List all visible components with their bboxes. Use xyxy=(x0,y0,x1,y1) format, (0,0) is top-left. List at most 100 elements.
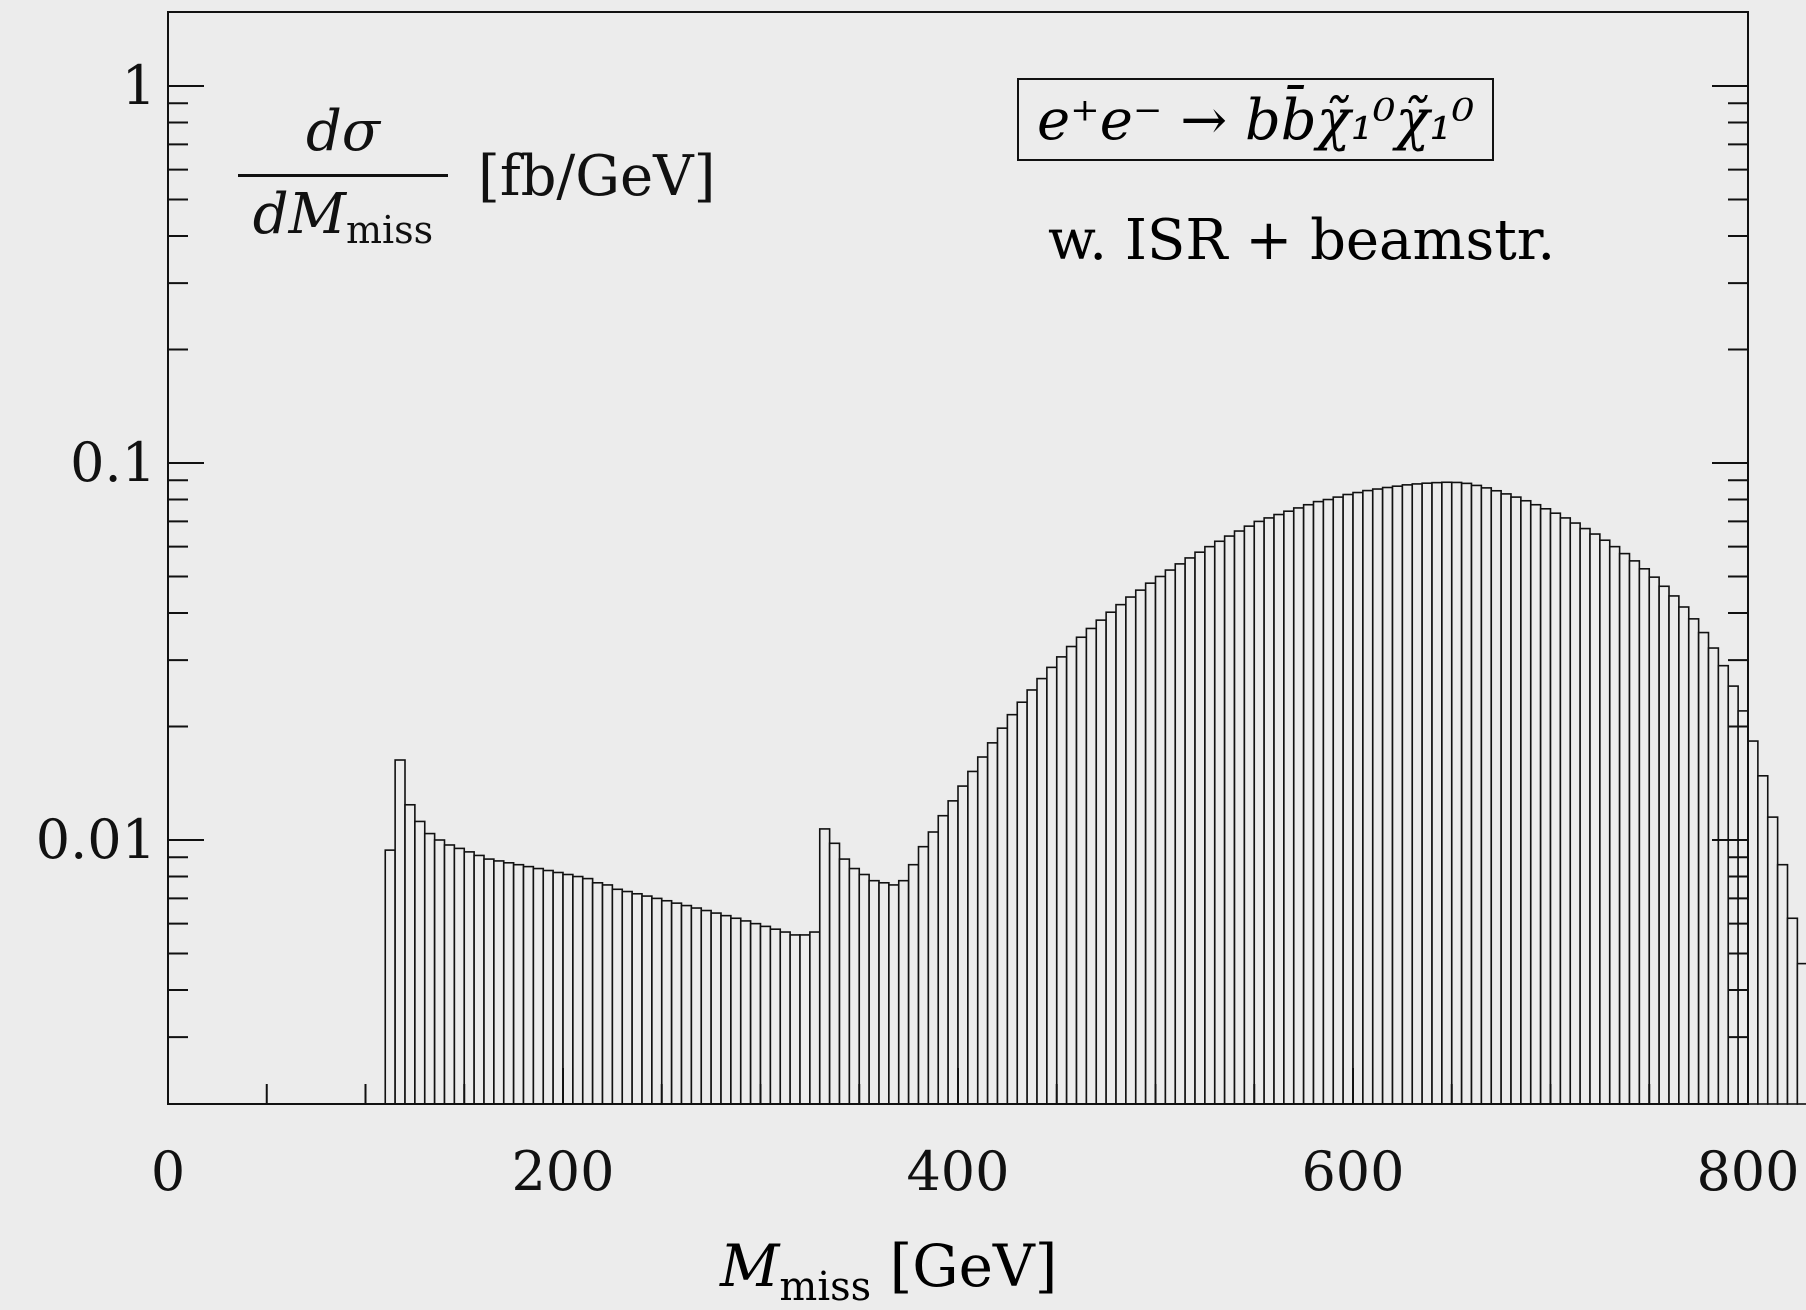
fraction-bar xyxy=(238,174,448,177)
histogram-bar xyxy=(631,892,643,1105)
histogram-bar xyxy=(1144,582,1157,1105)
histogram-bar xyxy=(562,873,574,1105)
histogram-bar xyxy=(1342,493,1354,1105)
histogram-bar xyxy=(1569,522,1581,1105)
y-axis-label-denominator: dMmiss xyxy=(238,183,448,262)
histogram-bar xyxy=(700,909,712,1105)
histogram-bar xyxy=(1450,481,1463,1105)
histogram-bar xyxy=(1125,596,1137,1105)
histogram-bar xyxy=(522,865,535,1105)
histogram-bar xyxy=(552,871,564,1105)
histogram-bar xyxy=(1065,645,1078,1105)
histogram-bar xyxy=(710,912,722,1105)
histogram-bar xyxy=(868,879,880,1105)
histogram-bar xyxy=(1638,568,1651,1105)
histogram-bar xyxy=(1184,557,1196,1105)
y-tick-label: 0.1 xyxy=(70,431,156,494)
histogram-bar xyxy=(1618,552,1631,1105)
histogram-bar xyxy=(1006,713,1019,1105)
histogram-bar xyxy=(1421,482,1433,1105)
histogram-bar xyxy=(1174,563,1186,1105)
histogram-bar xyxy=(1707,647,1720,1105)
histogram-bar xyxy=(1115,603,1127,1105)
histogram-bar xyxy=(611,888,624,1105)
histogram-bar xyxy=(749,922,762,1105)
y-tick-label: 0.01 xyxy=(36,808,156,871)
histogram-bar xyxy=(1164,569,1177,1105)
x-tick-label: 400 xyxy=(906,1140,1009,1203)
histogram-bar xyxy=(1055,656,1068,1105)
histogram-bar xyxy=(1697,631,1710,1105)
histogram-bar xyxy=(907,863,920,1105)
histogram-bar xyxy=(1362,489,1374,1105)
histogram-bar xyxy=(1500,493,1512,1105)
histogram-bar xyxy=(838,858,851,1105)
histogram-bar xyxy=(443,844,456,1105)
histogram-bar xyxy=(532,867,545,1105)
histogram-bar xyxy=(473,854,485,1105)
histogram-bar xyxy=(759,925,772,1105)
histogram-bar xyxy=(1687,618,1700,1105)
x-tick-label: 600 xyxy=(1301,1140,1404,1203)
histogram-bar xyxy=(493,860,505,1105)
x-axis-label-var: M xyxy=(720,1232,780,1300)
histogram-bar xyxy=(384,849,396,1105)
histogram-bar xyxy=(996,727,1009,1105)
histogram-bar xyxy=(404,803,416,1105)
histogram-bar xyxy=(1352,491,1364,1105)
histogram-bar xyxy=(858,873,870,1105)
histogram-bar xyxy=(1046,666,1058,1105)
histogram-bar xyxy=(670,902,683,1105)
histogram-bar xyxy=(967,770,979,1105)
histogram-bar xyxy=(730,917,742,1105)
x-axis-label-sub: miss xyxy=(779,1264,872,1310)
histogram-bar xyxy=(1529,503,1542,1105)
histogram-bar xyxy=(1016,701,1028,1105)
histogram-bar xyxy=(779,931,791,1105)
histogram-bar xyxy=(888,884,900,1105)
histogram-bars xyxy=(384,481,1806,1105)
histogram-bar xyxy=(660,899,673,1105)
process-arrow: → xyxy=(1180,88,1228,153)
histogram-bar xyxy=(986,742,999,1105)
histogram-bar xyxy=(878,881,890,1105)
histogram-bar xyxy=(1678,606,1690,1105)
tick-labels: 0.01 0.1 1 0 200 400 600 800 xyxy=(36,54,1800,1203)
histogram-bar xyxy=(651,897,663,1105)
histogram-bar xyxy=(1757,775,1769,1105)
process-rhs: bb̄χ̃₁⁰χ̃₁⁰ xyxy=(1244,88,1475,153)
histogram-bar xyxy=(976,756,989,1105)
histogram-bar xyxy=(1371,488,1384,1105)
histogram-bar xyxy=(394,759,406,1105)
histogram-bar xyxy=(690,907,703,1105)
histogram-bar xyxy=(1332,496,1344,1105)
histogram-bar xyxy=(1401,484,1414,1105)
histogram-bar xyxy=(1589,533,1601,1105)
histogram-bar xyxy=(1095,619,1107,1105)
histogram-bar xyxy=(1520,499,1532,1105)
histogram-bar xyxy=(1154,575,1167,1105)
histogram-bar xyxy=(1549,512,1562,1105)
histogram-bar xyxy=(1441,481,1453,1105)
histogram-bar xyxy=(1194,551,1206,1105)
y-axis-label-unit: [fb/GeV] xyxy=(478,144,716,209)
histogram-bar xyxy=(1608,545,1621,1105)
histogram-bar xyxy=(1648,576,1660,1105)
histogram-bar xyxy=(1717,664,1730,1105)
histogram-bar xyxy=(641,895,653,1105)
histogram-bar xyxy=(1036,677,1048,1105)
histogram-bar xyxy=(414,820,426,1105)
histogram-bar xyxy=(1233,530,1246,1105)
histogram-bar xyxy=(1470,484,1483,1105)
histogram-bar xyxy=(809,931,821,1105)
histogram-bar xyxy=(1431,481,1443,1105)
histogram-bar xyxy=(957,785,969,1105)
histogram-bar xyxy=(818,828,831,1105)
ticks xyxy=(167,85,1749,1104)
histogram-bar xyxy=(1668,595,1680,1105)
x-tick-label: 0 xyxy=(151,1140,185,1203)
process-note: w. ISR + beamstr. xyxy=(1048,208,1556,273)
histogram-bar xyxy=(1559,517,1572,1105)
histogram-bar xyxy=(1579,527,1591,1105)
